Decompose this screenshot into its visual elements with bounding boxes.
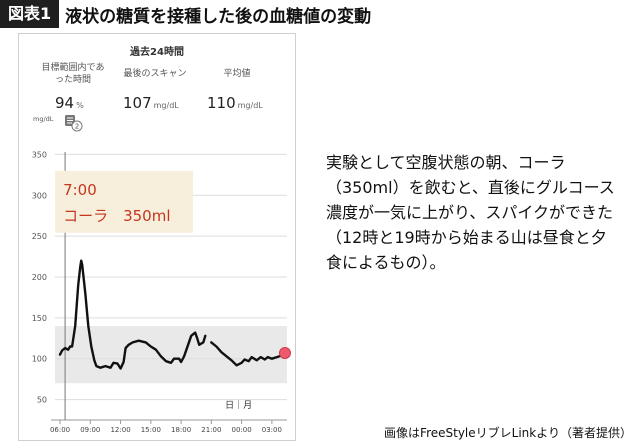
stat-label-line: 目標範囲内であ [41, 63, 105, 73]
stat-number: 107 [123, 94, 152, 112]
x-tick-label: 06:00 [50, 426, 70, 434]
stat-label-last-scan: 最後のスキャン [123, 69, 187, 79]
stat-number: 94 [55, 94, 75, 112]
x-tick-label: 18:00 [171, 426, 191, 434]
annotation-text: 実験として空腹状態の朝、コーラ（350ml）を飲むと、直後にグルコース濃度が一気… [326, 153, 615, 272]
note-count-badge [71, 120, 83, 132]
x-tick-label: 15:00 [141, 426, 161, 434]
x-tick-label: 21:00 [201, 426, 221, 434]
stat-label-average: 平均値 [223, 69, 251, 79]
stat-value-last-scan: 107 mg/dL [123, 94, 179, 112]
y-tick-label: 100 [32, 355, 47, 364]
stat-number: 110 [207, 94, 236, 112]
date-label: 日｜月 [225, 400, 252, 411]
event-callout-box [55, 170, 194, 233]
y-tick-label: 300 [32, 191, 47, 200]
glucose-chart: 7:00 コーラ 350ml 50 100 150 200 250 300 350 mg/dL 0… [32, 115, 291, 434]
x-tick-label: 03:00 [262, 426, 282, 434]
figure-header: 図表1 液状の糖質を接種した後の血糖値の変動 [0, 0, 371, 28]
x-tick-label: 12:00 [110, 426, 130, 434]
stat-value-in-range: 94% [55, 94, 84, 112]
stat-unit: mg/dL [237, 101, 263, 110]
y-tick-label: 350 [32, 150, 47, 159]
y-unit-label: mg/dL [33, 115, 54, 123]
x-tick-label: 09:00 [80, 426, 100, 434]
note-count-text: 2 [75, 123, 79, 131]
app-screenshot-panel: 過去24時間 目標範囲内であ った時間 最後のスキャン 平均値 94% 107 m… [18, 33, 296, 441]
sensor-notes-icon[interactable]: 2 [64, 114, 86, 134]
image-credit: 画像はFreeStyleリブレLinkより（著者提供） [384, 426, 632, 440]
stat-label-line: った時間 [54, 75, 91, 85]
glucose-line-segment [210, 341, 287, 367]
glucose-line-segment [58, 259, 207, 370]
stat-unit: % [76, 101, 84, 110]
event-callout-text: コーラ 350ml [63, 207, 170, 225]
stat-label-in-range: 目標範囲内であ った時間 [33, 62, 113, 86]
y-tick-label: 50 [37, 396, 47, 405]
period-title: 過去24時間 [130, 47, 184, 58]
y-tick-label: 200 [32, 273, 47, 282]
figure-label: 図表1 [0, 0, 60, 28]
figure-title: 液状の糖質を接種した後の血糖値の変動 [65, 6, 372, 27]
y-tick-label: 150 [32, 314, 47, 323]
stat-value-average: 110 mg/dL [207, 94, 263, 112]
x-tick-label: 00:00 [232, 426, 252, 434]
current-reading-dot [278, 346, 291, 359]
stat-unit: mg/dL [153, 101, 179, 110]
event-callout-time: 7:00 [63, 181, 97, 199]
y-tick-label: 250 [32, 232, 47, 241]
